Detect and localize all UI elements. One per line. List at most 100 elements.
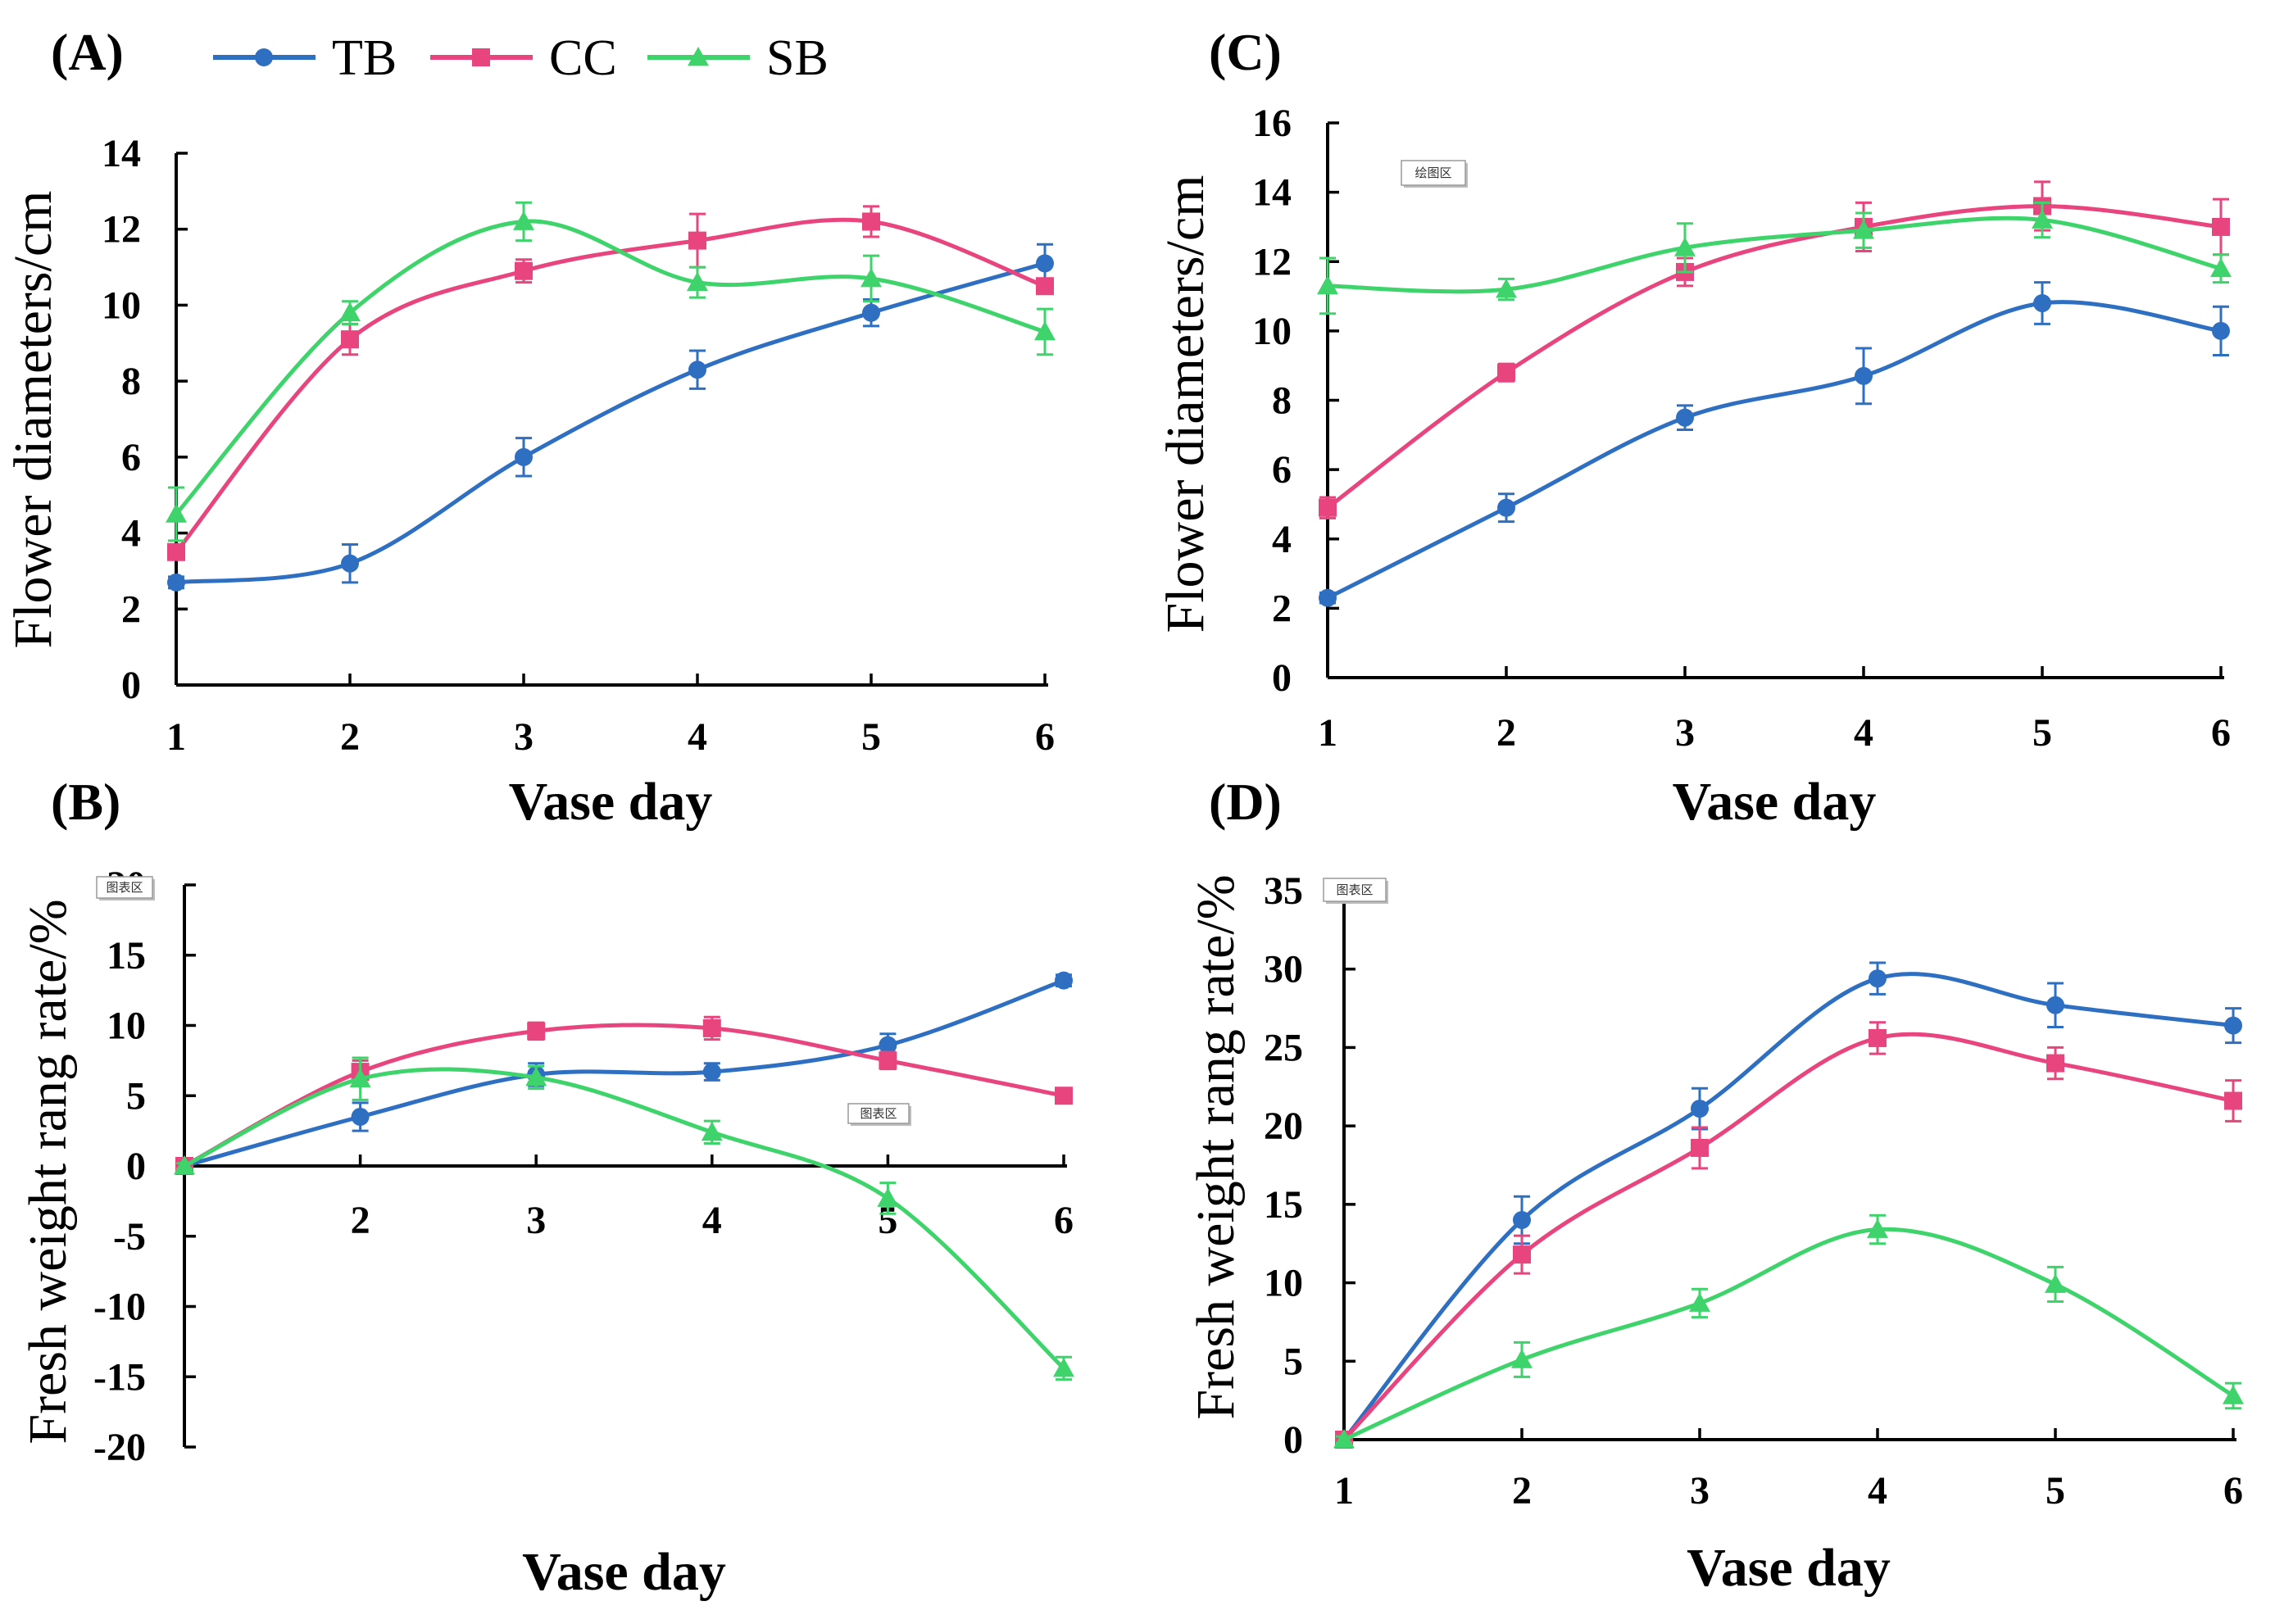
chart-panel-d: (D) 0 5 10 15 20 25 30 35 1 2 3 4 5 6 Vase day Fresh wei… — [1186, 773, 2244, 1598]
data-point-cc — [2224, 1091, 2242, 1110]
data-point-cc — [167, 542, 185, 561]
data-point-sb — [513, 211, 534, 230]
y-tick-label: 10 — [107, 1005, 146, 1048]
data-point-sb — [1317, 274, 1338, 295]
data-point-cc — [1497, 363, 1515, 382]
x-tick-label: 2 — [351, 1199, 370, 1242]
series-tb — [1335, 961, 2242, 1449]
y-tick-label: 35 — [1264, 869, 1303, 913]
chart-panel-b: (B)-20-15-10-50510152023456Vase dayFresh… — [18, 773, 1074, 1602]
data-point-cc — [2046, 1054, 2064, 1073]
series-line-tb — [1326, 300, 2222, 600]
data-point-cc — [1869, 1028, 1887, 1047]
legend-label: SB — [766, 30, 829, 86]
x-tick-label: 6 — [2223, 1469, 2243, 1513]
data-point-cc — [341, 330, 359, 349]
series-cc — [167, 205, 1054, 561]
y-tick-label: 6 — [121, 436, 141, 479]
area-stamp-text: 图表区 — [1336, 882, 1373, 897]
data-point-tb — [2212, 321, 2230, 340]
data-point-sb — [1333, 1429, 1355, 1449]
series-tb — [175, 971, 1073, 1175]
y-tick-label: 20 — [1264, 1105, 1303, 1148]
data-point-cc — [527, 1022, 546, 1041]
data-point-sb — [166, 503, 187, 523]
data-point-sb — [701, 1121, 723, 1141]
series-line-tb — [184, 978, 1065, 1168]
data-point-tb — [1855, 366, 1873, 385]
x-tick-label: 4 — [688, 715, 707, 759]
x-tick-label: 4 — [1854, 711, 1873, 755]
series-cc — [1319, 180, 2230, 519]
x-tick-label: 5 — [861, 715, 881, 759]
x-tick-label: 5 — [2046, 1469, 2065, 1513]
x-tick-label: 6 — [1054, 1199, 1074, 1242]
y-tick-label: 14 — [102, 132, 141, 175]
data-point-tb — [1676, 408, 1694, 427]
y-tick-label: -15 — [93, 1355, 146, 1399]
data-point-sb — [2223, 1385, 2244, 1404]
y-tick-label: 15 — [107, 934, 146, 978]
data-point-sb — [1689, 1292, 1710, 1312]
y-tick-label: 2 — [1272, 587, 1292, 630]
data-point-sb — [2032, 209, 2053, 229]
area-stamp-text: 图表区 — [106, 880, 143, 895]
panel-label: (C) — [1209, 23, 1282, 81]
series-sb — [1333, 1213, 2244, 1449]
data-point-cc — [1691, 1138, 1709, 1157]
data-point-tb — [688, 361, 706, 379]
data-point-sb — [174, 1155, 195, 1175]
x-tick-label: 3 — [1675, 711, 1695, 755]
x-tick-label: 2 — [1512, 1469, 1532, 1513]
data-point-tb — [2224, 1016, 2242, 1035]
series-line-sb — [1342, 1227, 2235, 1442]
panel-label: (B) — [51, 773, 120, 831]
data-point-cc — [2212, 217, 2230, 236]
data-point-sb — [339, 302, 361, 322]
y-axis-title: Flower diameters/cm — [3, 190, 63, 648]
legend-entry-sb: SB — [647, 30, 829, 86]
area-stamp — [96, 876, 153, 899]
data-point-cc — [1036, 277, 1054, 296]
x-tick-label: 2 — [340, 715, 360, 759]
series-line-sb — [175, 219, 1046, 516]
data-point-sb — [2210, 257, 2232, 278]
y-tick-label: 0 — [1283, 1418, 1303, 1462]
data-point-tb — [167, 573, 185, 592]
data-point-sb — [1674, 237, 1696, 256]
series-line-sb — [183, 1067, 1065, 1370]
data-point-tb — [351, 1107, 370, 1126]
y-axis-title: Fresh weight rang rate/% — [1186, 874, 1246, 1419]
data-point-sb — [1867, 1218, 1888, 1238]
y-tick-label: 30 — [1264, 948, 1303, 991]
y-tick-label: 15 — [1264, 1183, 1303, 1227]
legend-marker — [688, 47, 709, 66]
legend-entry-tb: TB — [213, 30, 397, 86]
data-point-sb — [1034, 320, 1056, 341]
x-tick-label: 4 — [1868, 1469, 1887, 1513]
data-point-tb — [1869, 969, 1887, 988]
y-tick-label: 0 — [1272, 656, 1292, 700]
data-point-sb — [1511, 1349, 1533, 1368]
series-sb — [166, 201, 1056, 542]
series-line-cc — [175, 217, 1046, 554]
data-point-cc — [879, 1051, 897, 1070]
data-point-sb — [1853, 220, 1874, 239]
y-axis-title: Flower diameters/cm — [1156, 175, 1215, 633]
data-point-cc — [1055, 1086, 1073, 1105]
data-point-sb — [1053, 1357, 1074, 1377]
legend-marker — [255, 48, 273, 66]
series-cc — [1335, 1021, 2242, 1449]
area-stamp-plot — [847, 1103, 910, 1124]
data-point-sb — [1496, 279, 1517, 298]
data-point-tb — [1036, 254, 1054, 273]
y-tick-label: 6 — [1272, 448, 1292, 492]
data-point-cc — [862, 212, 880, 231]
data-point-tb — [1497, 498, 1515, 517]
y-tick-label: 16 — [1252, 102, 1292, 145]
data-point-cc — [1319, 498, 1337, 517]
area-stamp-text: 绘图区 — [1414, 166, 1451, 180]
y-tick-label: 2 — [121, 587, 141, 631]
legend: TB CC SB — [213, 30, 829, 86]
